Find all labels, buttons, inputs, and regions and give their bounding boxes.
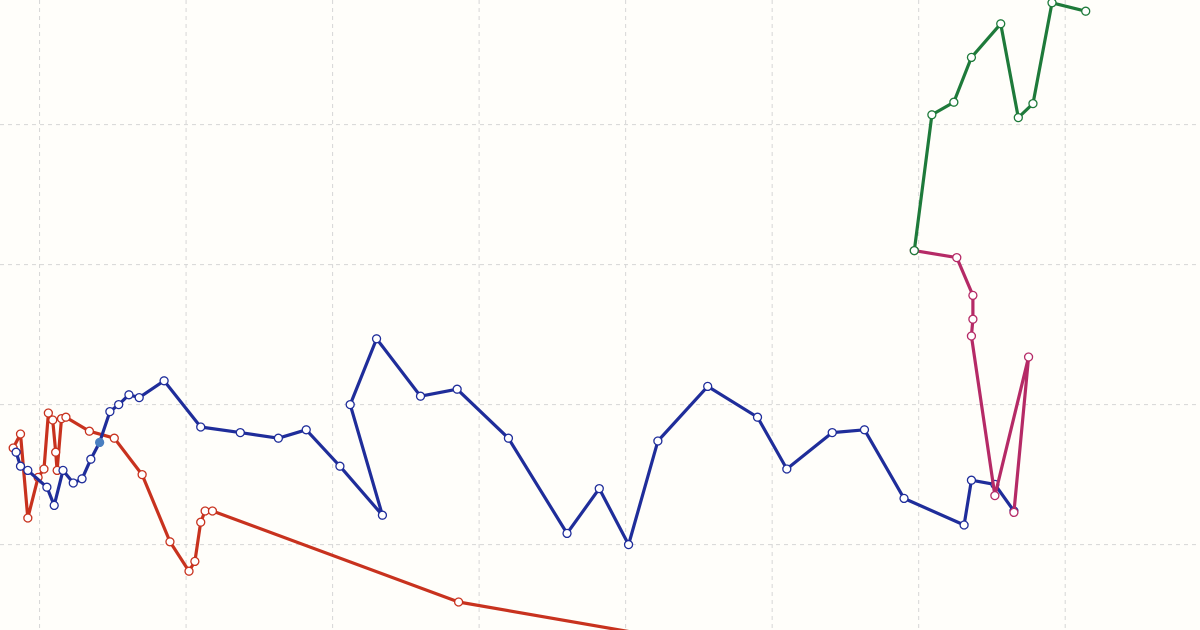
data-point [623, 539, 634, 550]
data-point [273, 433, 284, 443]
data-point [137, 469, 147, 480]
data-point [114, 399, 124, 410]
data-point [453, 597, 464, 607]
series-1 [11, 334, 1019, 550]
data-point [165, 537, 175, 547]
data-point [109, 433, 119, 443]
series-3 [909, 0, 1091, 256]
data-point [371, 334, 382, 344]
data-point [61, 412, 71, 422]
data-point [752, 412, 763, 422]
data-point [58, 465, 68, 476]
series-line [11, 411, 630, 630]
data-point [927, 110, 937, 120]
data-point [827, 427, 837, 438]
data-point [94, 437, 105, 448]
data-point [159, 376, 169, 386]
data-point [105, 406, 115, 417]
data-point [653, 436, 663, 446]
data-point [966, 52, 977, 63]
data-point [966, 475, 977, 485]
data-point [959, 520, 969, 530]
data-point [86, 454, 96, 464]
data-point [124, 390, 134, 400]
data-point [77, 474, 87, 484]
data-point [1081, 6, 1091, 16]
series-2 [909, 245, 1034, 518]
data-point [503, 433, 514, 443]
data-point [909, 245, 919, 256]
data-point [49, 500, 59, 511]
data-point [196, 517, 206, 527]
data-point [1009, 507, 1019, 518]
data-point [377, 510, 388, 520]
data-point [84, 426, 95, 436]
data-point [345, 399, 355, 410]
data-point [562, 528, 572, 539]
data-point [899, 493, 909, 504]
series-0 [8, 408, 630, 630]
data-point [703, 381, 713, 392]
data-point [43, 408, 54, 418]
data-point [68, 478, 78, 488]
data-point [39, 464, 49, 474]
data-point [190, 556, 200, 567]
data-point [15, 429, 26, 439]
data-point [966, 331, 977, 341]
data-point [990, 490, 1000, 501]
data-point [207, 506, 218, 516]
data-point [196, 422, 206, 432]
data-point [452, 384, 462, 394]
data-point [859, 425, 870, 435]
data-point [996, 19, 1006, 29]
data-point [949, 97, 959, 107]
data-point [968, 290, 978, 301]
series-layer [8, 0, 1091, 630]
data-point [15, 461, 26, 471]
data-point [1047, 0, 1057, 8]
series-line [914, 249, 1031, 513]
data-point [23, 465, 33, 476]
data-point [134, 392, 144, 403]
data-point [42, 482, 52, 492]
data-point [968, 314, 978, 324]
data-point [51, 447, 61, 457]
data-point [301, 425, 311, 435]
data-point [11, 447, 21, 457]
series-line [912, 1, 1087, 251]
data-point [335, 461, 345, 471]
series-line [14, 337, 1016, 547]
data-point [594, 483, 604, 494]
data-point [23, 513, 33, 523]
data-point [48, 415, 58, 425]
data-point [1028, 98, 1038, 109]
data-point [782, 464, 792, 474]
data-point [1013, 112, 1023, 123]
data-point [1023, 352, 1034, 362]
data-point [184, 566, 194, 576]
data-point [415, 391, 426, 401]
data-point [235, 427, 245, 438]
data-point [952, 252, 962, 263]
